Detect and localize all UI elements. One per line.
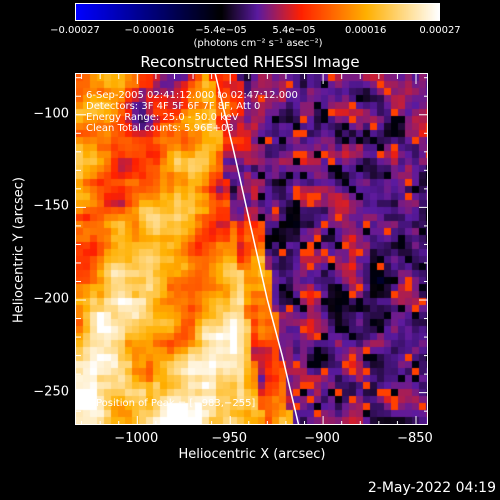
annotation-clean: Clean Total counts: 5.96E+03	[86, 123, 234, 134]
footer-date: 2-May-2022 04:19	[367, 480, 496, 496]
plot-area: 6-Sep-2005 02:41:12.000 to 02:47:12.000 …	[75, 73, 428, 425]
y-tick-label: −150	[33, 198, 69, 214]
colorbar	[75, 3, 440, 21]
y-tick-label: −200	[33, 291, 69, 307]
annotation-energy: Energy Range: 25.0 - 50.0 keV	[86, 112, 239, 123]
colorbar-tick-label: 0.00027	[419, 25, 461, 36]
overlay-svg	[76, 74, 427, 424]
x-axis-label: Heliocentric X (arcsec)	[178, 447, 326, 462]
y-axis-label: Heliocentric Y (arcsec)	[11, 177, 27, 323]
colorbar-tick-label: 0.00016	[344, 25, 387, 36]
x-tick-label: −1000	[114, 431, 159, 446]
heatmap-image	[76, 74, 427, 424]
colorbar-tick-label: −0.00027	[50, 25, 100, 36]
annotation-time: 6-Sep-2005 02:41:12.000 to 02:47:12.000	[86, 90, 298, 101]
axis-ticks	[76, 74, 427, 424]
colorbar-tick-label: 5.4e−05	[272, 25, 316, 36]
y-tick-label: −100	[33, 106, 69, 122]
x-tick-label: −950	[211, 431, 248, 446]
solar-limb-curve	[214, 74, 300, 424]
chart-title: Reconstructed RHESSI Image	[140, 53, 360, 71]
colorbar-tick-label: −0.00016	[124, 25, 175, 36]
x-tick-label: −850	[397, 431, 433, 446]
y-tick-label: −250	[33, 384, 69, 400]
annotation-detectors: Detectors: 3F 4F 5F 6F 7F 8F, Att 0	[86, 101, 261, 112]
x-tick-label: −900	[304, 431, 340, 446]
colorbar-unit-label: (photons cm⁻² s⁻¹ asec⁻²)	[193, 38, 323, 49]
peak-position-label: Position of Peak = [−983,−255]	[96, 398, 256, 409]
colorbar-tick-label: −5.4e−05	[195, 25, 247, 36]
